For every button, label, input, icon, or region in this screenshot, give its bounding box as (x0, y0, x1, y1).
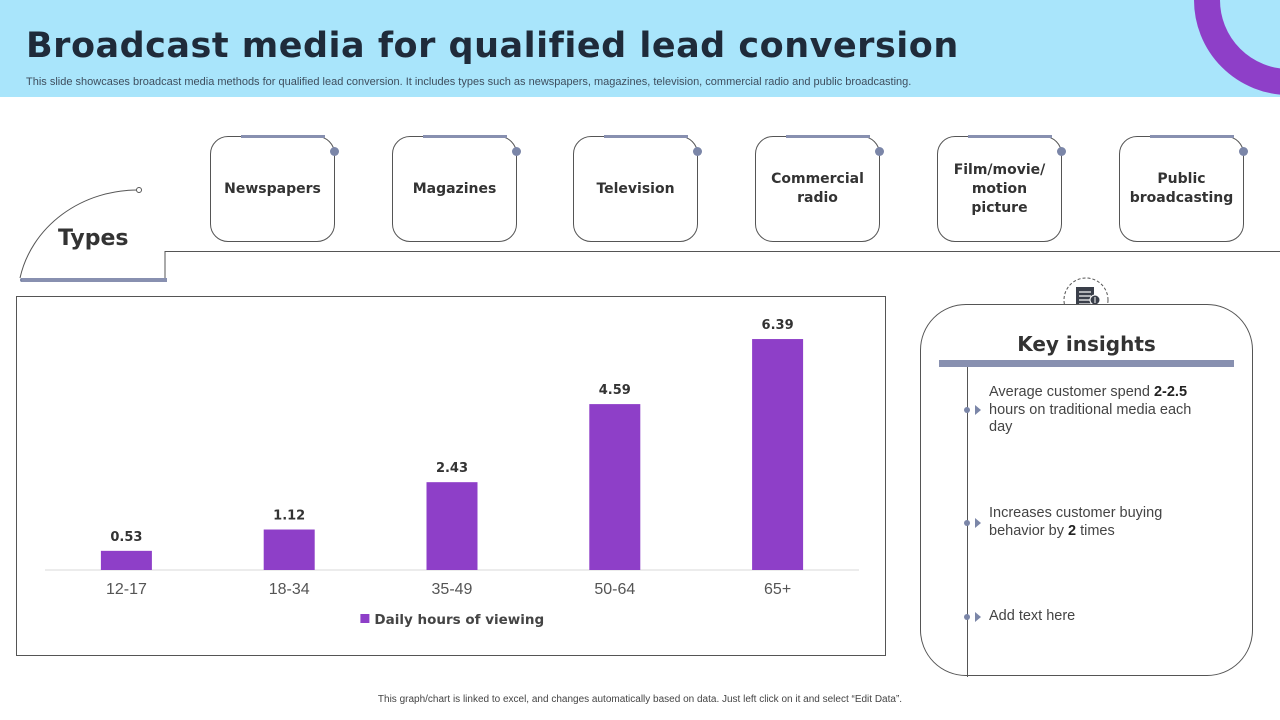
card-connector-dot (512, 147, 521, 156)
bullet-arrow-icon (964, 612, 981, 622)
data-label: 2.43 (436, 461, 468, 476)
card-connector-dot (1057, 147, 1066, 156)
data-label: 0.53 (110, 530, 142, 545)
decorative-arc (1194, 0, 1280, 95)
legend-swatch (360, 614, 370, 623)
bar-12-17 (100, 550, 152, 570)
type-card-label: Commercial radio (771, 171, 864, 206)
card-accent-bar (968, 135, 1052, 138)
type-card-television: Television (573, 135, 702, 242)
page-title: Broadcast media for qualified lead conve… (26, 26, 959, 66)
card-accent-bar (241, 135, 325, 138)
x-tick-label: 18-34 (269, 581, 310, 598)
bar-50-64 (589, 404, 641, 570)
x-tick-label: 65+ (764, 581, 791, 598)
data-label: 6.39 (762, 318, 794, 333)
type-card-label: Film/movie/ motion picture (953, 161, 1046, 216)
types-divider-line (165, 251, 1280, 252)
bar-18-34 (263, 529, 315, 570)
card-accent-bar (786, 135, 870, 138)
bullet-arrow-icon (964, 518, 981, 528)
card-connector-dot (330, 147, 339, 156)
data-label: 4.59 (599, 383, 631, 398)
header-banner: Broadcast media for qualified lead conve… (0, 0, 1280, 97)
types-decoration (19, 187, 167, 282)
bar-65+ (752, 339, 804, 570)
card-accent-bar (1150, 135, 1234, 138)
bullet-arrow-icon (964, 405, 981, 415)
bar-35-49 (426, 482, 478, 570)
insight-item: Average customer spend 2-2.5 hours on tr… (989, 384, 1192, 435)
type-card-label: Newspapers (224, 180, 321, 197)
insights-title: Key insights (1017, 332, 1156, 356)
data-label: 1.12 (273, 509, 305, 524)
x-tick-label: 35-49 (432, 581, 473, 598)
type-card-label: Television (596, 180, 675, 197)
card-accent-bar (604, 135, 688, 138)
card-connector-dot (875, 147, 884, 156)
card-connector-dot (693, 147, 702, 156)
footnote: This graph/chart is linked to excel, and… (377, 694, 903, 705)
bar-chart: 0.53 12-17 1.12 18-34 2.43 35-49 4.59 50-64 6.39… (45, 318, 859, 628)
type-card-commercial-radio: Commercial radio (755, 135, 884, 242)
insights-accent-bar (939, 360, 1234, 367)
insight-item[interactable]: Add text here (989, 608, 1076, 624)
chart-container[interactable]: 0.53 12-17 1.12 18-34 2.43 35-49 4.59 50-64 6.39… (16, 296, 886, 656)
legend-label: Daily hours of viewing (374, 612, 544, 628)
page-subtitle: This slide showcases broadcast media met… (26, 76, 912, 88)
x-tick-label: 12-17 (106, 581, 147, 598)
type-card-public-broadcasting: Public broadcasting (1119, 135, 1248, 242)
type-card-newspapers: Newspapers (210, 135, 339, 242)
type-card-label: Public broadcasting (1129, 171, 1234, 206)
types-label: Types (58, 226, 129, 251)
type-card-label: Magazines (412, 180, 497, 197)
x-tick-label: 50-64 (594, 581, 635, 598)
card-connector-dot (1239, 147, 1248, 156)
insight-item: Increases customer buying behavior by 2 … (989, 505, 1163, 539)
card-accent-bar (423, 135, 507, 138)
type-card-film: Film/movie/ motion picture (937, 135, 1066, 242)
type-card-magazines: Magazines (392, 135, 521, 242)
